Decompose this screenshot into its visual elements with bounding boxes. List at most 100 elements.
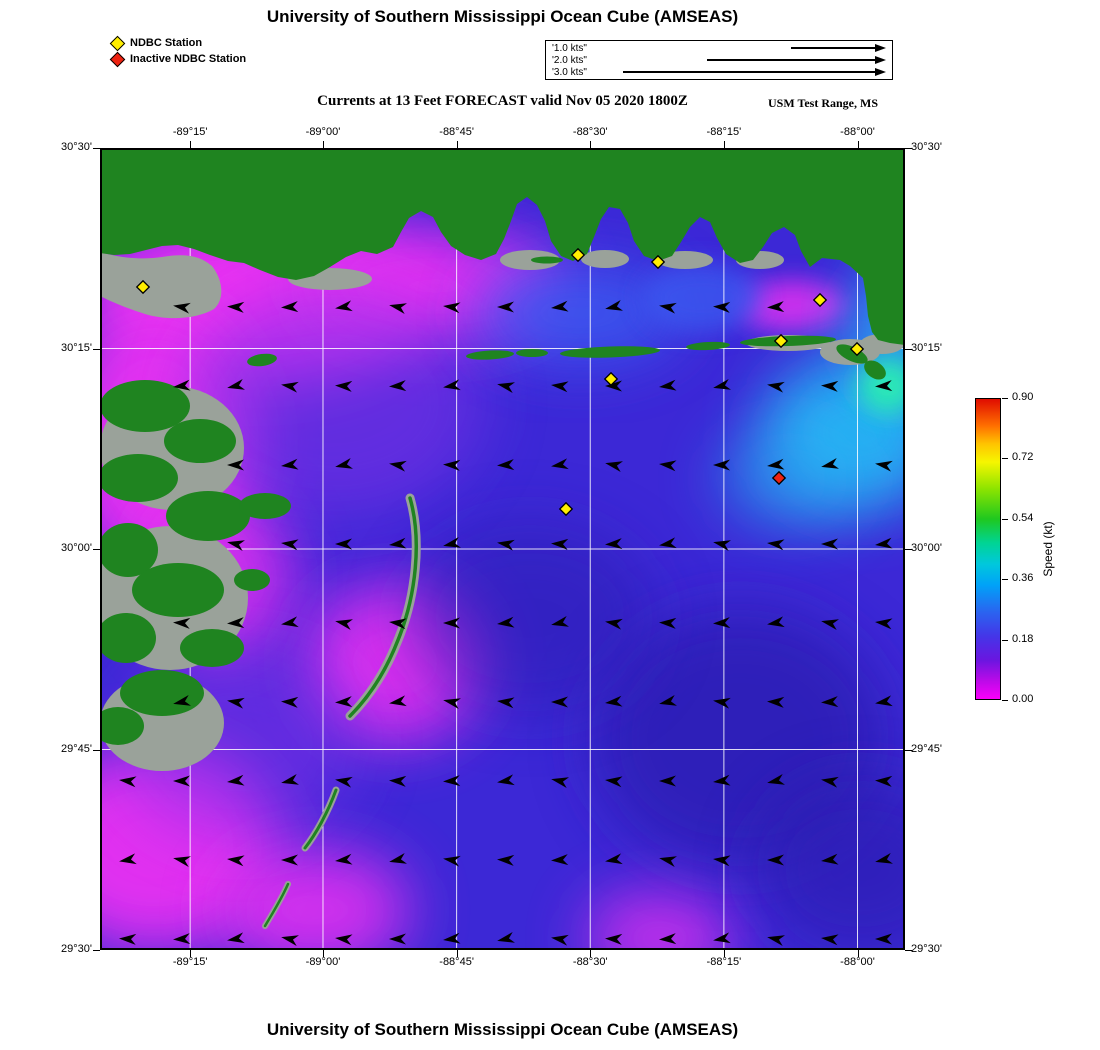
tick-mark: [857, 141, 859, 148]
speed-blob: [405, 523, 655, 713]
colorbar-tick: [1002, 639, 1008, 641]
current-vector-icon: [389, 303, 407, 315]
current-vector-icon: [173, 379, 191, 391]
ndbc-station-marker: [603, 371, 619, 387]
scale-row-label: '3.0 kts": [552, 66, 587, 78]
current-vector-icon: [713, 617, 731, 629]
current-vector-icon: [497, 382, 515, 394]
ndbc-station-marker: [558, 501, 574, 517]
current-vector-icon: [173, 775, 190, 787]
barrier-island: [466, 350, 514, 360]
current-vector-icon: [659, 856, 677, 868]
scale-vector-arrowhead-icon: [875, 44, 886, 52]
lat-tick-label-left: 30°15': [61, 341, 92, 354]
tick-mark: [93, 549, 100, 550]
current-vector-icon: [281, 935, 299, 947]
tick-mark: [857, 950, 859, 957]
current-vector-icon: [875, 933, 892, 945]
current-vector-icon: [227, 932, 245, 944]
current-vector-icon: [605, 853, 623, 865]
current-vector-icon: [821, 776, 839, 788]
current-vector-icon: [281, 854, 298, 866]
tick-mark: [456, 950, 458, 957]
ndbc-station-marker: [812, 292, 828, 308]
scale-row: '3.0 kts": [552, 66, 886, 78]
current-vector-icon: [767, 301, 785, 313]
marsh-island: [98, 454, 178, 502]
current-vector-icon: [551, 381, 569, 393]
current-vector-icon: [119, 853, 137, 865]
tick-mark: [590, 950, 592, 957]
ndbc-station-marker: [570, 247, 586, 263]
current-vector-icon: [713, 774, 731, 786]
current-vector-icon: [551, 538, 569, 550]
current-vector-icon: [335, 776, 353, 788]
current-vector-icon: [389, 852, 407, 864]
colorbar-tick-label: 0.72: [1012, 451, 1034, 464]
lon-tick-label-bottom: -89°00': [305, 956, 341, 968]
marsh-island: [92, 707, 144, 745]
map-frame: [100, 148, 905, 950]
current-vector-icon: [605, 933, 623, 945]
current-vector-icon: [821, 619, 839, 631]
lat-tick-label-right: 30°00': [911, 542, 942, 554]
current-vector-icon: [551, 696, 568, 708]
lat-tick-label-right: 30°30': [911, 141, 942, 153]
lat-tick-label-left: 30°30': [61, 141, 92, 153]
scale-vector-arrowhead-icon: [875, 68, 886, 76]
lon-tick-label-top: -88°00': [840, 126, 875, 138]
current-vector-icon: [551, 615, 569, 627]
scale-vector-shaft: [707, 59, 875, 61]
lon-tick-label-bottom: -88°30': [572, 956, 608, 968]
lat-tick-label-right: 30°15': [911, 341, 942, 354]
current-vector-icon: [173, 933, 191, 945]
speed-blob: [642, 263, 762, 333]
current-vector-icon: [227, 774, 245, 786]
current-vector-icon: [767, 539, 785, 551]
current-vector-icon: [227, 855, 245, 867]
current-vector-icon: [605, 618, 623, 630]
current-vector-icon: [821, 696, 839, 708]
speed-blob: [185, 288, 485, 518]
lon-tick-label-bottom: -88°00': [840, 956, 875, 968]
current-vector-icon: [173, 694, 191, 706]
scale-row: '2.0 kts": [552, 54, 886, 66]
scale-row-label: '2.0 kts": [552, 54, 587, 66]
current-vector-icon: [119, 933, 137, 945]
current-vector-icon: [389, 695, 407, 707]
ndbc-station-marker: [135, 279, 151, 295]
gray-shoal: [581, 250, 629, 268]
current-vector-icon: [605, 461, 623, 473]
current-vector-icon: [389, 380, 407, 392]
lon-tick-label-top: -89°15': [172, 126, 208, 138]
scale-row: '1.0 kts": [552, 42, 886, 54]
current-vector-icon: [227, 697, 245, 709]
tick-mark: [190, 950, 192, 957]
vector-scale-box: '1.0 kts" '2.0 kts" '3.0 kts": [545, 40, 893, 80]
current-vector-icon: [443, 459, 461, 471]
current-vector-icon: [497, 616, 515, 628]
tick-mark: [322, 141, 324, 148]
current-vector-icon: [497, 539, 515, 551]
marsh-island: [234, 569, 270, 591]
current-vector-icon: [713, 301, 731, 313]
current-vector-icon: [551, 300, 569, 312]
speed-blob: [475, 263, 685, 363]
scale-vector-arrowhead-icon: [875, 56, 886, 64]
lon-tick-label-bottom: -88°45': [439, 956, 474, 968]
current-vector-icon: [767, 773, 785, 785]
lon-tick-label-bottom: -89°15': [172, 956, 208, 968]
ndbc-station-icon: [109, 35, 126, 51]
current-vector-icon: [875, 380, 893, 392]
current-vector-icon: [875, 460, 893, 472]
current-vector-icon: [767, 854, 784, 866]
current-vector-icon: [173, 302, 191, 314]
speed-blob: [220, 848, 410, 972]
current-vector-icon: [659, 537, 677, 549]
current-vector-icon: [713, 378, 731, 390]
mainland: [100, 148, 905, 345]
lon-tick-label-top: -88°15': [706, 126, 742, 138]
current-vector-icon: [227, 378, 245, 390]
current-vector-icon: [227, 459, 244, 471]
